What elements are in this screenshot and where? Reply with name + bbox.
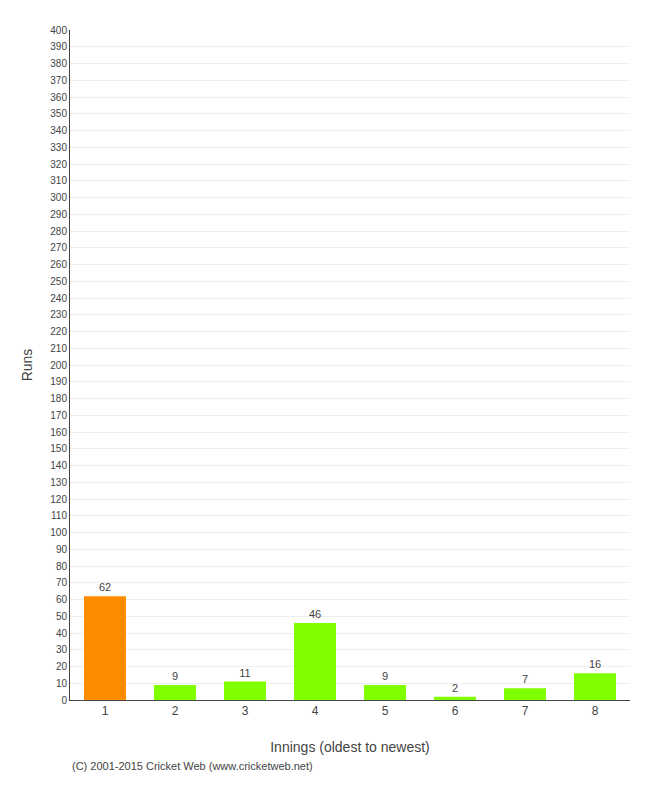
svg-text:370: 370 — [50, 75, 67, 86]
svg-text:190: 190 — [50, 376, 67, 387]
svg-text:140: 140 — [50, 460, 67, 471]
svg-text:30: 30 — [56, 644, 68, 655]
svg-text:260: 260 — [50, 259, 67, 270]
svg-text:11: 11 — [239, 667, 250, 679]
svg-text:40: 40 — [56, 628, 68, 639]
svg-text:16: 16 — [589, 658, 601, 670]
svg-text:6: 6 — [452, 704, 459, 718]
svg-text:5: 5 — [382, 704, 389, 718]
svg-text:310: 310 — [50, 175, 67, 186]
svg-text:20: 20 — [56, 661, 68, 672]
svg-text:150: 150 — [50, 443, 67, 454]
svg-text:380: 380 — [50, 58, 67, 69]
svg-text:250: 250 — [50, 276, 67, 287]
svg-text:240: 240 — [50, 293, 67, 304]
svg-text:280: 280 — [50, 226, 67, 237]
svg-text:180: 180 — [50, 393, 67, 404]
svg-text:290: 290 — [50, 209, 67, 220]
svg-text:8: 8 — [592, 704, 599, 718]
svg-text:50: 50 — [56, 611, 68, 622]
svg-text:80: 80 — [56, 561, 68, 572]
svg-text:300: 300 — [50, 192, 67, 203]
svg-text:90: 90 — [56, 544, 68, 555]
svg-text:270: 270 — [50, 242, 67, 253]
svg-text:350: 350 — [50, 108, 67, 119]
svg-text:9: 9 — [382, 670, 388, 682]
svg-text:3: 3 — [242, 704, 249, 718]
svg-text:(C) 2001-2015 Cricket Web (www: (C) 2001-2015 Cricket Web (www.cricketwe… — [72, 760, 313, 772]
svg-text:400: 400 — [50, 25, 67, 36]
svg-text:110: 110 — [51, 510, 67, 521]
svg-text:390: 390 — [50, 41, 67, 52]
svg-text:2: 2 — [452, 682, 458, 694]
svg-text:100: 100 — [50, 527, 67, 538]
svg-text:2: 2 — [172, 704, 179, 718]
svg-text:130: 130 — [50, 477, 67, 488]
svg-text:210: 210 — [50, 343, 67, 354]
svg-text:9: 9 — [172, 670, 178, 682]
svg-text:7: 7 — [522, 673, 528, 685]
svg-text:70: 70 — [56, 577, 68, 588]
svg-text:230: 230 — [50, 309, 67, 320]
svg-text:46: 46 — [309, 608, 321, 620]
svg-text:170: 170 — [50, 410, 67, 421]
svg-text:10: 10 — [56, 678, 68, 689]
svg-text:60: 60 — [56, 594, 68, 605]
svg-text:0: 0 — [61, 695, 67, 706]
svg-text:120: 120 — [50, 494, 67, 505]
svg-text:160: 160 — [50, 427, 67, 438]
svg-text:320: 320 — [50, 159, 67, 170]
svg-text:Runs: Runs — [19, 349, 35, 382]
svg-text:340: 340 — [50, 125, 67, 136]
svg-text:360: 360 — [50, 92, 67, 103]
svg-text:200: 200 — [50, 360, 67, 371]
svg-text:330: 330 — [50, 142, 67, 153]
svg-text:1: 1 — [102, 704, 109, 718]
svg-text:4: 4 — [312, 704, 319, 718]
svg-text:7: 7 — [522, 704, 529, 718]
svg-text:62: 62 — [99, 581, 111, 593]
svg-text:220: 220 — [50, 326, 67, 337]
svg-text:Innings (oldest to newest): Innings (oldest to newest) — [270, 739, 430, 755]
